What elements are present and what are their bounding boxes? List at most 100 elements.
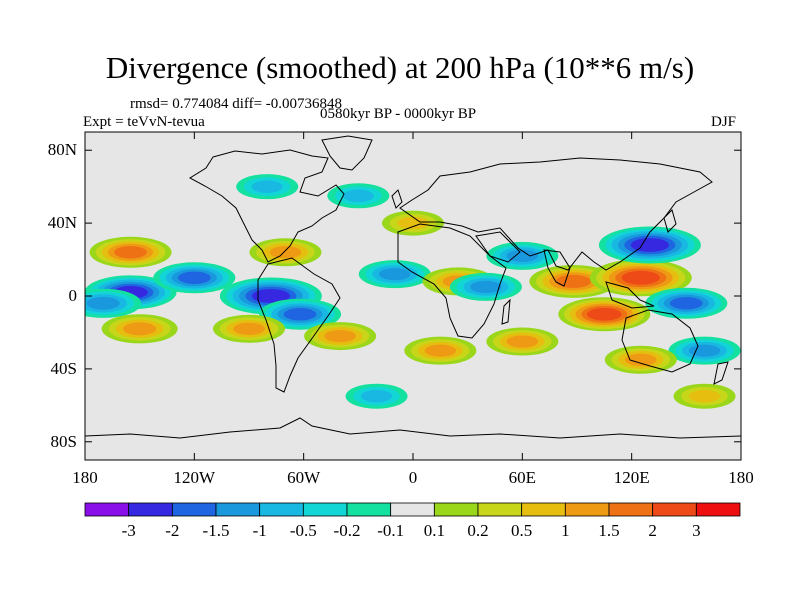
map-background — [85, 132, 741, 460]
latitude-axis: 80N 40N 0 40S 80S — [48, 140, 741, 451]
colorbar-label: 0.5 — [511, 521, 532, 540]
lat-tick-label: 40S — [51, 359, 77, 378]
divergence-anomaly — [604, 345, 677, 374]
divergence-anomaly — [304, 322, 377, 351]
divergence-anomaly — [449, 272, 522, 301]
colorbar-swatch — [521, 502, 566, 517]
colorbar-label: 0.2 — [467, 521, 488, 540]
contour-fill — [251, 180, 283, 193]
divergence-anomaly — [89, 236, 172, 268]
map-title: Divergence (smoothed) at 200 hPa (10**6 … — [105, 50, 695, 85]
lon-tick-label: 120W — [174, 468, 217, 487]
divergence-anomaly — [668, 336, 741, 365]
contour-fill — [177, 271, 211, 284]
colorbar-swatch — [346, 502, 392, 517]
colorbar-swatch — [390, 502, 435, 517]
divergence-anomaly — [558, 297, 651, 332]
lon-tick-label: 60E — [509, 468, 536, 487]
divergence-anomaly — [589, 259, 692, 297]
colorbar-label: -1.5 — [203, 521, 230, 540]
coastlines — [85, 135, 741, 439]
contour-fill — [283, 308, 317, 321]
divergence-anomaly — [345, 383, 408, 409]
contour-fill — [689, 389, 721, 403]
colorbar-swatch — [302, 502, 348, 517]
contour-fill — [424, 344, 457, 357]
divergence-anomaly — [327, 183, 390, 209]
colorbar-label: 3 — [692, 521, 701, 540]
colorbar-swatch — [695, 502, 741, 517]
contour-fill — [251, 289, 290, 303]
colorbar-label: -0.5 — [290, 521, 317, 540]
colorbar-swatch — [564, 502, 610, 517]
divergence-anomaly — [598, 226, 701, 264]
contour-fill — [470, 280, 502, 293]
season-label: DJF — [711, 114, 737, 130]
lon-tick-label: 180 — [728, 468, 754, 487]
colorbar-label: 1.5 — [598, 521, 619, 540]
lat-tick-label: 0 — [69, 286, 78, 305]
contour-fill — [669, 297, 703, 310]
colorbar-label: 1 — [561, 521, 570, 540]
lon-tick-label: 180 — [72, 468, 98, 487]
divergence-anomaly — [85, 288, 142, 318]
divergence-field — [85, 174, 741, 409]
contour-fill — [555, 274, 591, 289]
lon-tick-label: 120E — [614, 468, 650, 487]
contour-fill — [506, 335, 539, 348]
colorbar-label: -2 — [165, 521, 179, 540]
colorbar-swatch — [433, 502, 479, 517]
contour-fill — [397, 216, 429, 230]
longitude-axis: 180 120W 60W 0 60E 120E 180 — [72, 132, 754, 487]
divergence-anomaly — [673, 383, 736, 409]
contour-fill — [587, 307, 622, 321]
colorbar-label: 0.1 — [424, 521, 445, 540]
contour-fill — [621, 270, 660, 285]
contour-fill — [624, 353, 657, 366]
colorbar-swatch — [259, 502, 304, 517]
colorbar-swatch — [215, 502, 261, 517]
colorbar-label: -1 — [253, 521, 267, 540]
experiment-label: Expt = teVvN-tevua — [83, 114, 205, 130]
contour-fill — [114, 246, 147, 259]
divergence-anomaly — [153, 262, 236, 294]
divergence-anomaly — [358, 260, 431, 289]
colorbar-label: -3 — [122, 521, 136, 540]
contour-fill — [361, 389, 393, 403]
period-label: 0580kyr BP - 0000kyr BP — [320, 106, 477, 122]
contour-fill — [378, 268, 411, 281]
lon-tick-label: 60W — [287, 468, 321, 487]
colorbar: -3 -2 -1.5 -1 -0.5 -0.2 -0.1 0.1 0.2 0.5 1 1.5 2 3 — [84, 502, 741, 540]
contour-fill — [233, 322, 265, 335]
colorbar-label: -0.1 — [377, 521, 404, 540]
contour-fill — [506, 249, 539, 263]
lon-tick-label: 0 — [409, 468, 418, 487]
contour-fill — [342, 189, 374, 203]
colorbar-swatch — [477, 502, 523, 517]
colorbar-label: -0.2 — [334, 521, 361, 540]
lat-tick-label: 40N — [48, 213, 77, 232]
contour-fill — [123, 322, 157, 336]
contour-fill — [86, 296, 120, 310]
divergence-anomaly — [236, 174, 299, 200]
divergence-anomaly — [645, 287, 728, 319]
contour-fill — [269, 246, 302, 259]
colorbar-swatch — [608, 502, 654, 517]
map-plot-area — [85, 132, 741, 460]
stats-line: rmsd= 0.774084 diff= -0.00736848 — [130, 96, 343, 112]
colorbar-label: 2 — [648, 521, 657, 540]
divergence-anomaly — [101, 314, 178, 344]
divergence-anomaly — [249, 238, 322, 267]
colorbar-swatch — [171, 502, 217, 517]
divergence-anomaly — [404, 336, 477, 365]
divergence-anomaly — [382, 210, 444, 236]
colorbar-swatch — [652, 502, 697, 517]
contour-fill — [688, 344, 721, 357]
lat-tick-label: 80S — [51, 432, 77, 451]
divergence-anomaly — [486, 327, 559, 356]
divergence-anomaly — [213, 314, 285, 343]
contour-fill — [324, 329, 356, 343]
colorbar-swatch — [128, 502, 173, 517]
contour-fill — [630, 238, 669, 252]
